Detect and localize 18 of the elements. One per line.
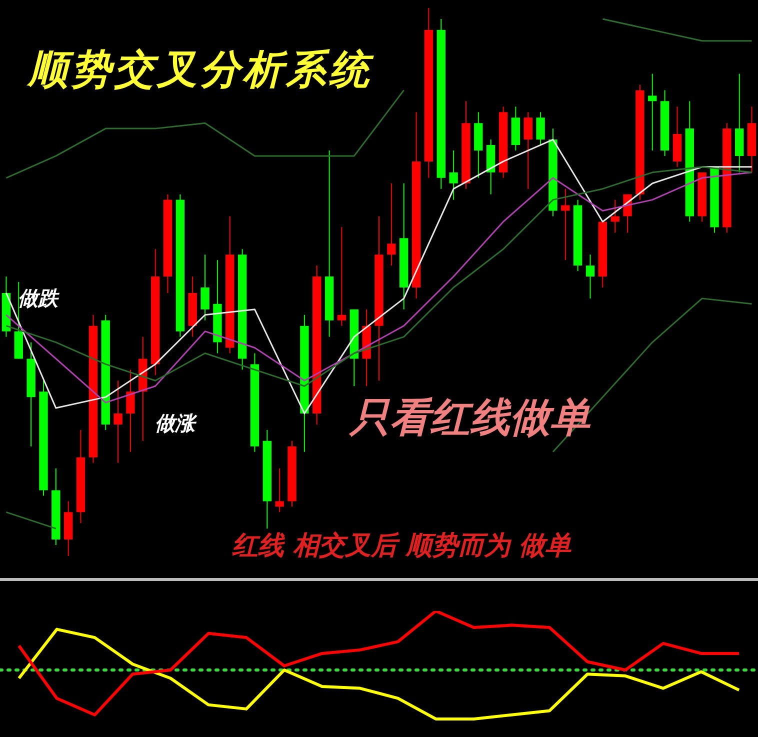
annotation: 只看红线做单 [350,393,590,443]
candlestick [586,254,595,299]
candlestick [561,188,570,261]
candlestick [114,380,122,464]
annotation: 做跌 [18,285,58,312]
candlestick [449,150,458,200]
candlestick [200,254,210,321]
candlestick [524,112,532,190]
text: 顺势交叉分析系统 [28,45,372,95]
candlestick [648,73,657,151]
candlestick [387,182,396,266]
candlestick [275,468,284,513]
candlestick [536,112,545,146]
annotation: 红线 相交叉后 顺势而为 做单 [232,530,572,563]
candlestick [337,226,346,326]
annotation: 做涨 [155,410,195,437]
candlestick [610,199,620,234]
candlestick [126,369,135,452]
